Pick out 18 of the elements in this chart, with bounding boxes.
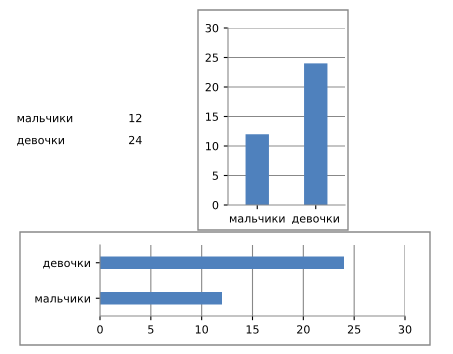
text: 12 (129, 114, 142, 122)
y-tick-label: 5 (212, 172, 218, 180)
x-tick-label: 15 (246, 325, 259, 334)
y-tick-label: 20 (206, 82, 218, 92)
text: 24 (129, 136, 142, 144)
y-tick-label: 30 (206, 24, 218, 32)
x-tick-label: 10 (196, 325, 208, 334)
text: девочки (17, 138, 64, 146)
x-tick-label: 30 (398, 325, 412, 334)
text: мальчики (18, 116, 72, 122)
x-tick-label: 20 (297, 325, 310, 334)
y-tick-label: 15 (206, 112, 218, 121)
x-tick-label: 0 (97, 325, 103, 334)
y-tick-label: 10 (206, 142, 218, 150)
x-tick-label: 5 (148, 325, 154, 334)
y-tick-label: 25 (206, 53, 218, 62)
x-tick-label: 25 (348, 325, 360, 334)
y-tick-label: 0 (212, 200, 218, 210)
